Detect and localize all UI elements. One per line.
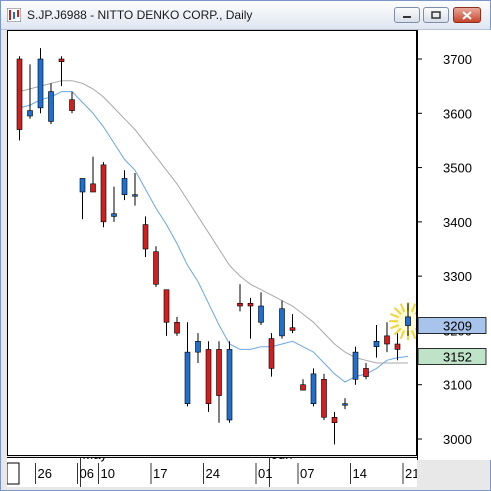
month-label: Jun	[272, 457, 293, 462]
date-label: 07	[300, 466, 314, 481]
candle-body	[384, 335, 390, 345]
candle-body	[184, 351, 191, 405]
candle-body	[132, 194, 138, 197]
highlight-ray	[390, 313, 400, 319]
candle-body	[37, 58, 44, 109]
candle-body	[405, 316, 411, 326]
highlight-ray	[399, 303, 406, 313]
price-tick-label: 3000	[443, 432, 472, 447]
last-candle-highlight	[389, 302, 416, 341]
date-label: 21	[405, 466, 417, 481]
price-axis[interactable]: 3000310032003300340035003600370032093152	[417, 30, 491, 460]
maximize-icon	[431, 11, 441, 19]
highlight-ray	[393, 327, 402, 336]
candle-body	[279, 308, 285, 337]
time-axis-canvas: May Jun 26 06 10 17 24 01 07 14 21	[7, 457, 417, 487]
candle-body	[58, 58, 65, 63]
highlight-ray	[410, 303, 416, 313]
date-label: 01	[258, 466, 272, 481]
candle-body	[195, 340, 201, 353]
time-axis[interactable]: May Jun 26 06 10 17 24 01 07 14 21	[7, 457, 417, 487]
close-icon	[462, 10, 472, 20]
price-tick-label: 3700	[443, 52, 472, 67]
candle-body	[289, 327, 296, 331]
candle-body	[373, 340, 380, 348]
chart-plot-area[interactable]	[7, 30, 417, 456]
close-button[interactable]	[453, 7, 481, 23]
candle-body	[16, 58, 23, 130]
candle-body	[111, 213, 117, 217]
price-tick-label: 3300	[443, 269, 472, 284]
date-label: 26	[38, 466, 52, 481]
highlight-ray	[399, 330, 406, 340]
price-tick-label: 3500	[443, 161, 472, 176]
date-label: 14	[353, 466, 367, 481]
candle-body	[90, 183, 96, 193]
candle-body	[363, 368, 369, 377]
candle-body	[258, 305, 264, 323]
month-label: May	[83, 457, 108, 462]
price-label-text: 3209	[443, 319, 472, 334]
minimize-button[interactable]	[394, 7, 420, 23]
candle-body	[79, 178, 86, 193]
candle-body	[300, 384, 306, 391]
app-icon	[7, 8, 21, 22]
highlight-ray	[390, 324, 400, 330]
minimize-icon	[403, 16, 411, 18]
moving-average-line-2	[19, 80, 408, 364]
price-tick-label: 3100	[443, 378, 472, 393]
candle-body	[310, 373, 317, 405]
candle-body	[69, 99, 75, 111]
time-axis-scroll-box	[7, 462, 20, 485]
candle-body	[27, 110, 33, 117]
date-label: 06	[80, 466, 94, 481]
candle-body	[268, 338, 275, 369]
candle-body	[394, 343, 401, 350]
moving-average-line-1	[19, 91, 409, 383]
price-label-box	[417, 348, 487, 365]
candle-body	[48, 91, 54, 122]
candle-body	[142, 224, 149, 250]
window-title: S.JP.J6988 - NITTO DENKO CORP., Daily	[27, 8, 253, 22]
candle-body	[163, 289, 170, 323]
candle-body	[174, 321, 180, 334]
candle-body	[100, 164, 107, 223]
date-label: 24	[206, 466, 220, 481]
date-label: 17	[153, 466, 167, 481]
candle-body	[331, 416, 338, 424]
candle-body	[352, 351, 359, 380]
candle-body	[237, 302, 243, 307]
maximize-button[interactable]	[423, 7, 449, 23]
chart-canvas	[16, 48, 416, 445]
candle-body	[153, 251, 159, 285]
price-tick-label: 3400	[443, 215, 472, 230]
candle-body	[247, 302, 254, 307]
title-bar[interactable]: S.JP.J6988 - NITTO DENKO CORP., Daily	[1, 1, 490, 30]
candle-body	[216, 349, 222, 396]
price-label-text: 3152	[443, 349, 472, 364]
price-label-box	[417, 317, 487, 334]
highlight-ray	[393, 307, 402, 315]
candle-body	[121, 178, 128, 196]
candle-body	[205, 349, 212, 405]
price-axis-canvas: 3000310032003300340035003600370032093152	[417, 30, 487, 460]
highlight-glow	[394, 307, 416, 336]
candle-body	[342, 403, 348, 406]
candle-body	[226, 349, 233, 421]
date-label: 10	[101, 466, 115, 481]
candle-body	[321, 378, 327, 418]
highlight-ray	[410, 330, 416, 340]
price-tick-label: 3600	[443, 106, 472, 121]
